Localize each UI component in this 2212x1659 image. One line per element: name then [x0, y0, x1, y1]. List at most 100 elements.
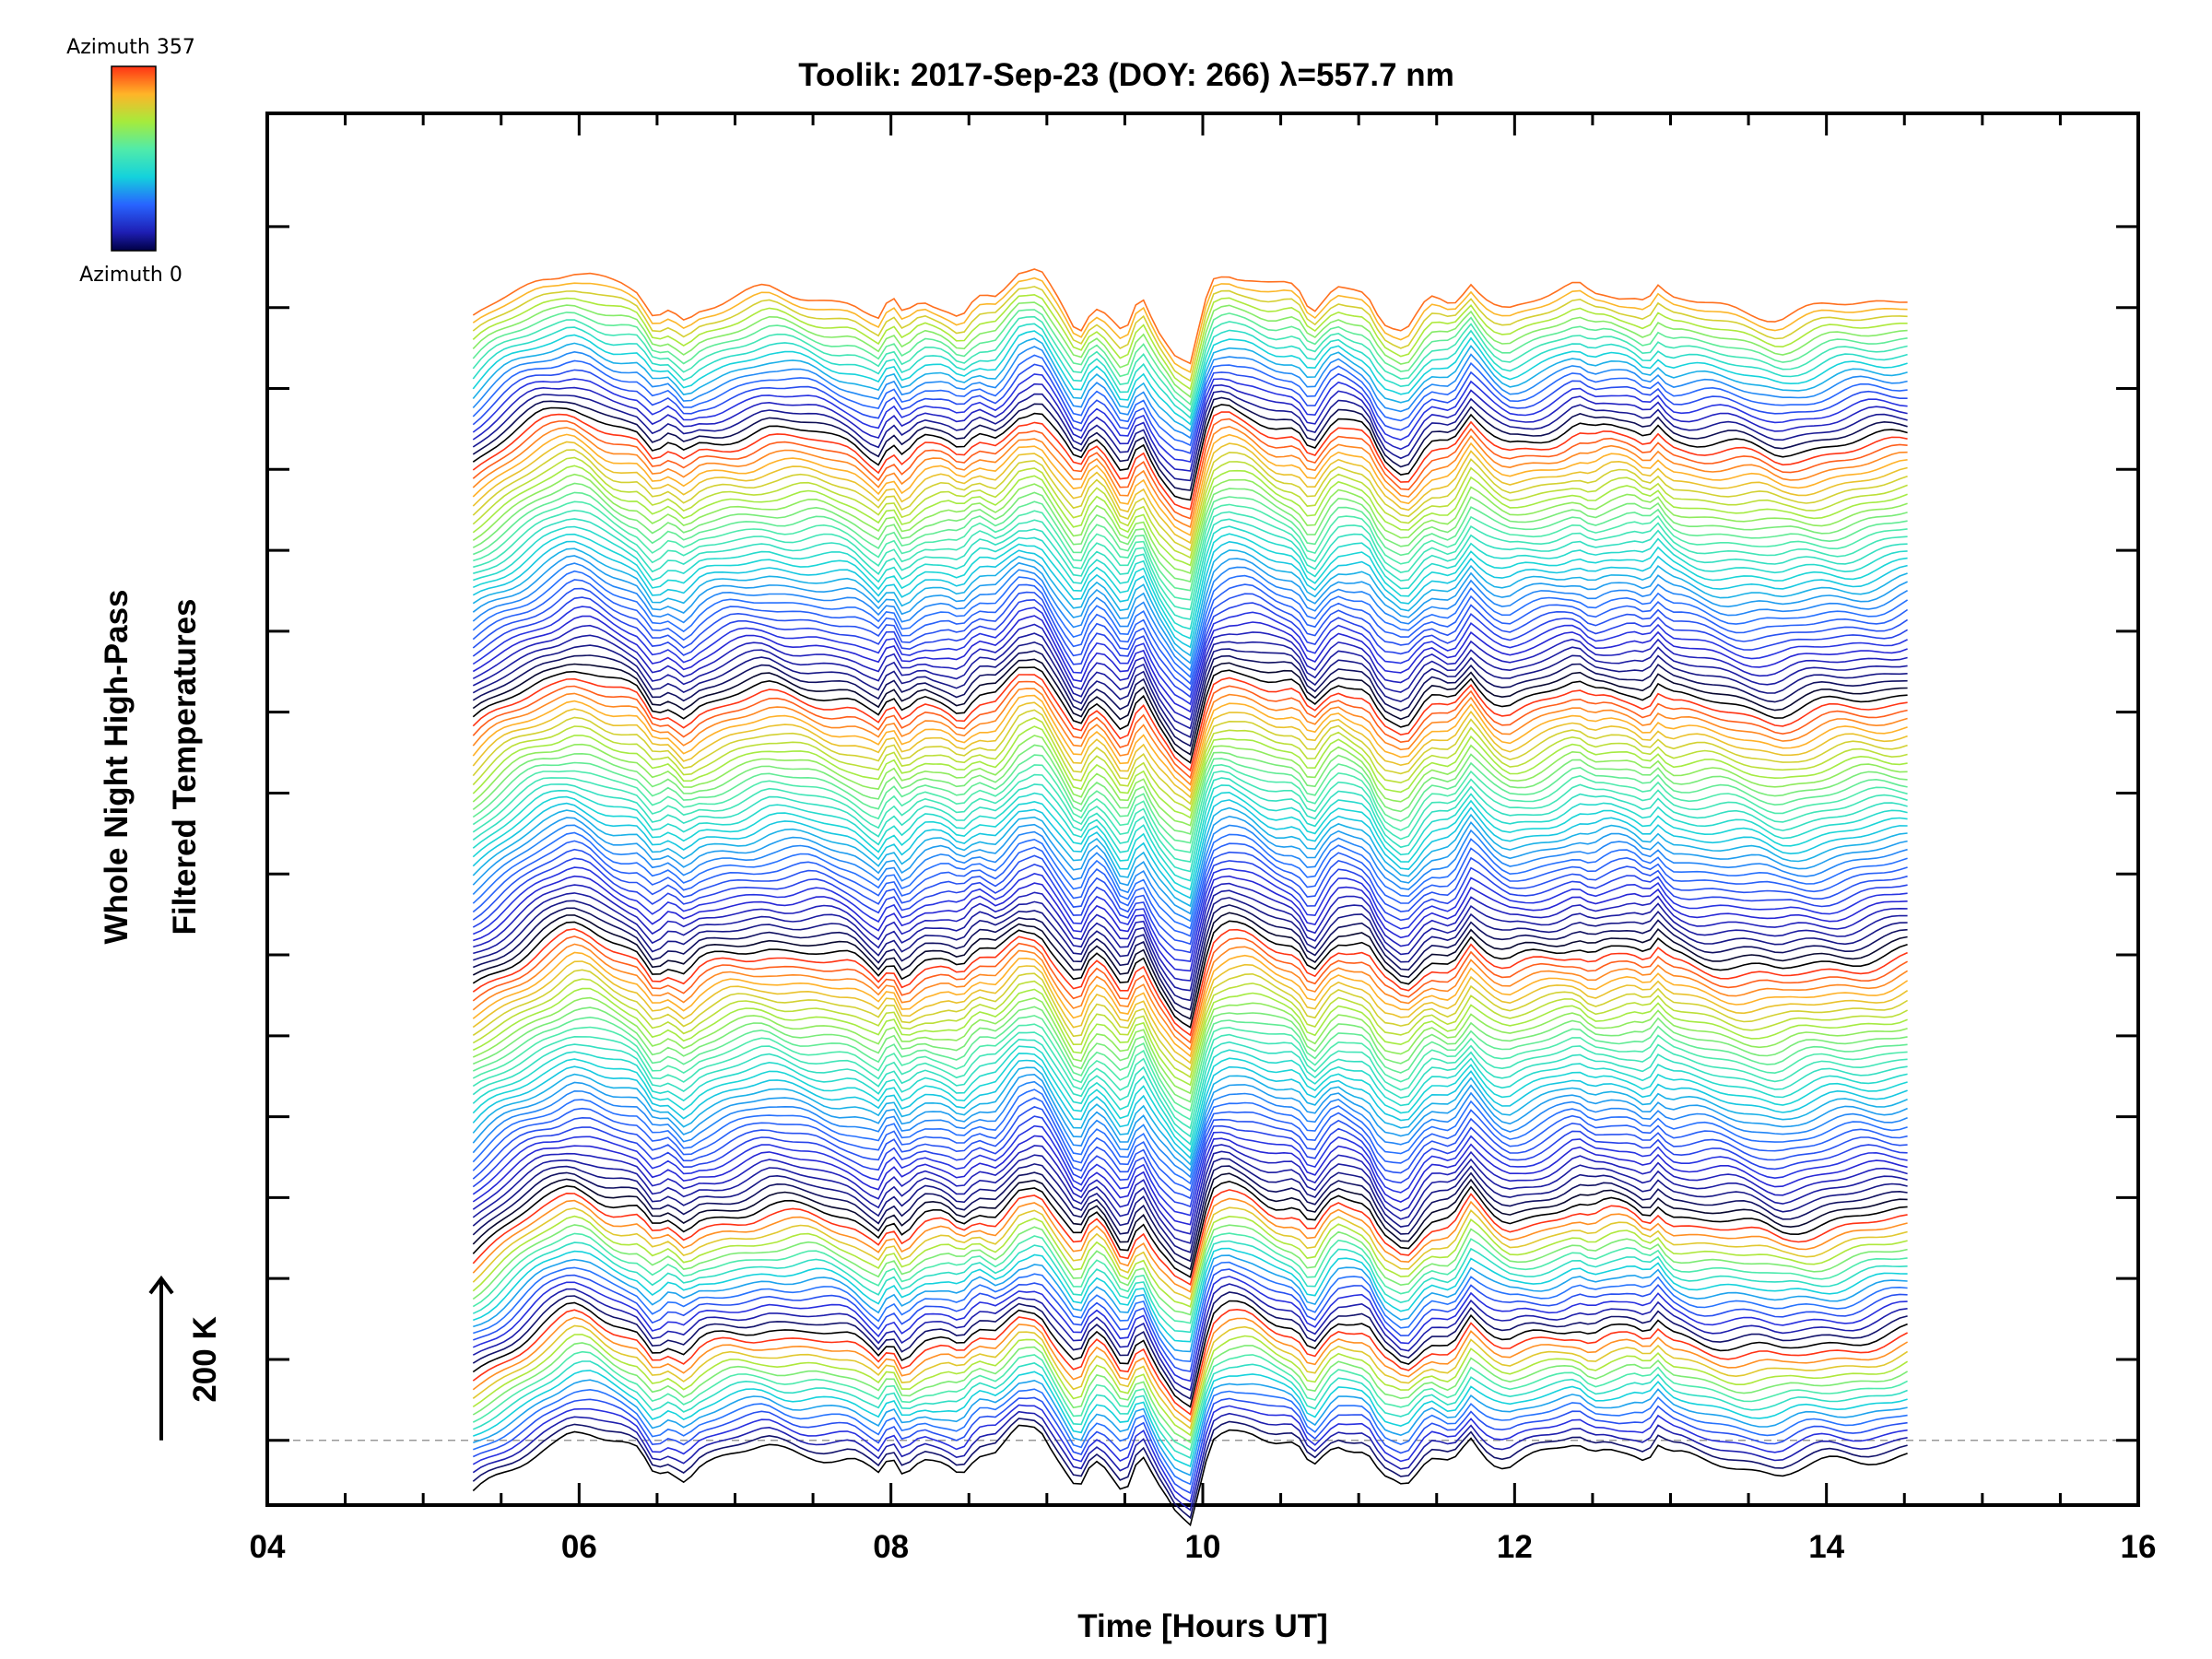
- trace-line-26: [472, 1215, 1908, 1308]
- trace-line-124: [472, 418, 1908, 520]
- axis-ticks: [265, 113, 2140, 1505]
- trace-line-100: [472, 615, 1908, 713]
- trace-line-57: [472, 960, 1909, 1065]
- trace-line-111: [473, 525, 1908, 630]
- trace-line-112: [473, 518, 1908, 620]
- trace-line-8: [472, 1360, 1908, 1460]
- trace-line-121: [472, 441, 1908, 545]
- trace-line-125: [472, 411, 1908, 511]
- trace-line-20: [473, 1261, 1908, 1363]
- trace-line-143: [472, 268, 1908, 365]
- trace-line-123: [472, 425, 1908, 529]
- trace-line-59: [472, 943, 1909, 1052]
- trace-line-75: [472, 815, 1908, 915]
- trace-line-39: [472, 1106, 1908, 1200]
- trace-line-110: [472, 533, 1908, 640]
- trace-line-81: [472, 770, 1908, 864]
- trace-line-77: [472, 799, 1908, 900]
- trace-line-40: [472, 1097, 1908, 1193]
- trace-line-114: [473, 500, 1908, 601]
- trace-line-87: [472, 717, 1908, 812]
- trace-line-95: [472, 658, 1908, 756]
- trace-line-136: [472, 323, 1908, 419]
- trace-line-78: [472, 791, 1908, 891]
- trace-line-135: [472, 330, 1908, 426]
- trace-line-50: [472, 1023, 1908, 1121]
- trace-line-92: [472, 680, 1908, 780]
- trace-line-86: [472, 725, 1908, 819]
- trace-line-27: [472, 1206, 1908, 1300]
- x-tick-labels: 04 06 08 10 12 14 16: [250, 1529, 2157, 1565]
- trace-line-31: [472, 1172, 1908, 1271]
- trace-line-103: [472, 587, 1909, 692]
- trace-line-83: [472, 754, 1908, 844]
- trace-line-33: [472, 1158, 1908, 1253]
- trace-line-64: [473, 904, 1908, 1011]
- trace-line-120: [472, 449, 1908, 552]
- trace-line-45: [472, 1059, 1908, 1160]
- x-tick-label: 10: [1185, 1529, 1221, 1565]
- trace-line-56: [472, 969, 1909, 1072]
- trace-line-52: [472, 1006, 1908, 1103]
- trace-line-6: [473, 1379, 1908, 1477]
- trace-line-48: [472, 1038, 1908, 1138]
- colorbar: Azimuth 357 Azimuth 0: [66, 36, 195, 287]
- colorbar-top-label: Azimuth 357: [66, 36, 195, 59]
- trace-line-25: [472, 1224, 1908, 1316]
- trace-line-69: [472, 866, 1908, 962]
- trace-line-130: [472, 373, 1908, 464]
- scale-bar-arrowhead: [148, 1275, 174, 1295]
- trace-line-96: [472, 650, 1908, 747]
- x-axis-label: Time [Hours UT]: [1077, 1608, 1328, 1644]
- trace-line-67: [473, 882, 1908, 982]
- x-tick-label: 08: [873, 1529, 909, 1565]
- trace-line-85: [472, 735, 1908, 827]
- trace-line-54: [472, 987, 1908, 1087]
- trace-line-5: [473, 1388, 1908, 1486]
- trace-line-141: [472, 286, 1908, 382]
- trace-line-142: [472, 276, 1908, 373]
- trace-line-7: [473, 1370, 1908, 1468]
- trace-line-30: [472, 1180, 1908, 1278]
- trace-line-41: [472, 1088, 1908, 1185]
- trace-line-62: [472, 920, 1908, 1029]
- trace-line-51: [472, 1015, 1908, 1112]
- trace-line-119: [472, 456, 1908, 559]
- trace-line-23: [472, 1240, 1908, 1334]
- scale-bar-label: 200 K: [187, 1316, 223, 1402]
- scale-bar: 200 K: [148, 1275, 223, 1441]
- x-tick-label: 14: [1808, 1529, 1844, 1565]
- trace-line-22: [473, 1247, 1908, 1343]
- trace-line-94: [472, 666, 1908, 764]
- trace-line-34: [472, 1150, 1908, 1244]
- trace-line-138: [472, 309, 1908, 406]
- trace-line-65: [473, 897, 1908, 1002]
- trace-line-109: [472, 540, 1908, 649]
- colorbar-bottom-label: Azimuth 0: [79, 264, 182, 287]
- trace-line-106: [472, 562, 1909, 672]
- trace-line-89: [472, 701, 1908, 799]
- trace-line-17: [472, 1283, 1908, 1392]
- trace-line-133: [472, 346, 1908, 440]
- trace-line-128: [472, 390, 1908, 482]
- trace-line-61: [472, 928, 1908, 1037]
- trace-line-43: [472, 1073, 1908, 1172]
- trace-line-28: [472, 1197, 1908, 1293]
- trace-line-76: [472, 806, 1908, 908]
- trace-line-84: [472, 744, 1908, 835]
- trace-line-47: [472, 1045, 1908, 1146]
- trace-line-15: [472, 1300, 1908, 1408]
- trace-line-68: [473, 875, 1908, 972]
- x-tick-label: 04: [250, 1529, 286, 1565]
- trace-line-13: [472, 1316, 1909, 1423]
- trace-line-98: [472, 632, 1908, 730]
- trace-line-122: [472, 433, 1908, 536]
- trace-line-46: [472, 1053, 1908, 1153]
- trace-line-66: [473, 889, 1908, 992]
- trace-line-129: [472, 382, 1908, 472]
- trace-line-137: [472, 315, 1908, 413]
- trace-line-73: [472, 831, 1908, 930]
- colorbar-gradient: [111, 65, 157, 252]
- trace-line-93: [472, 674, 1908, 772]
